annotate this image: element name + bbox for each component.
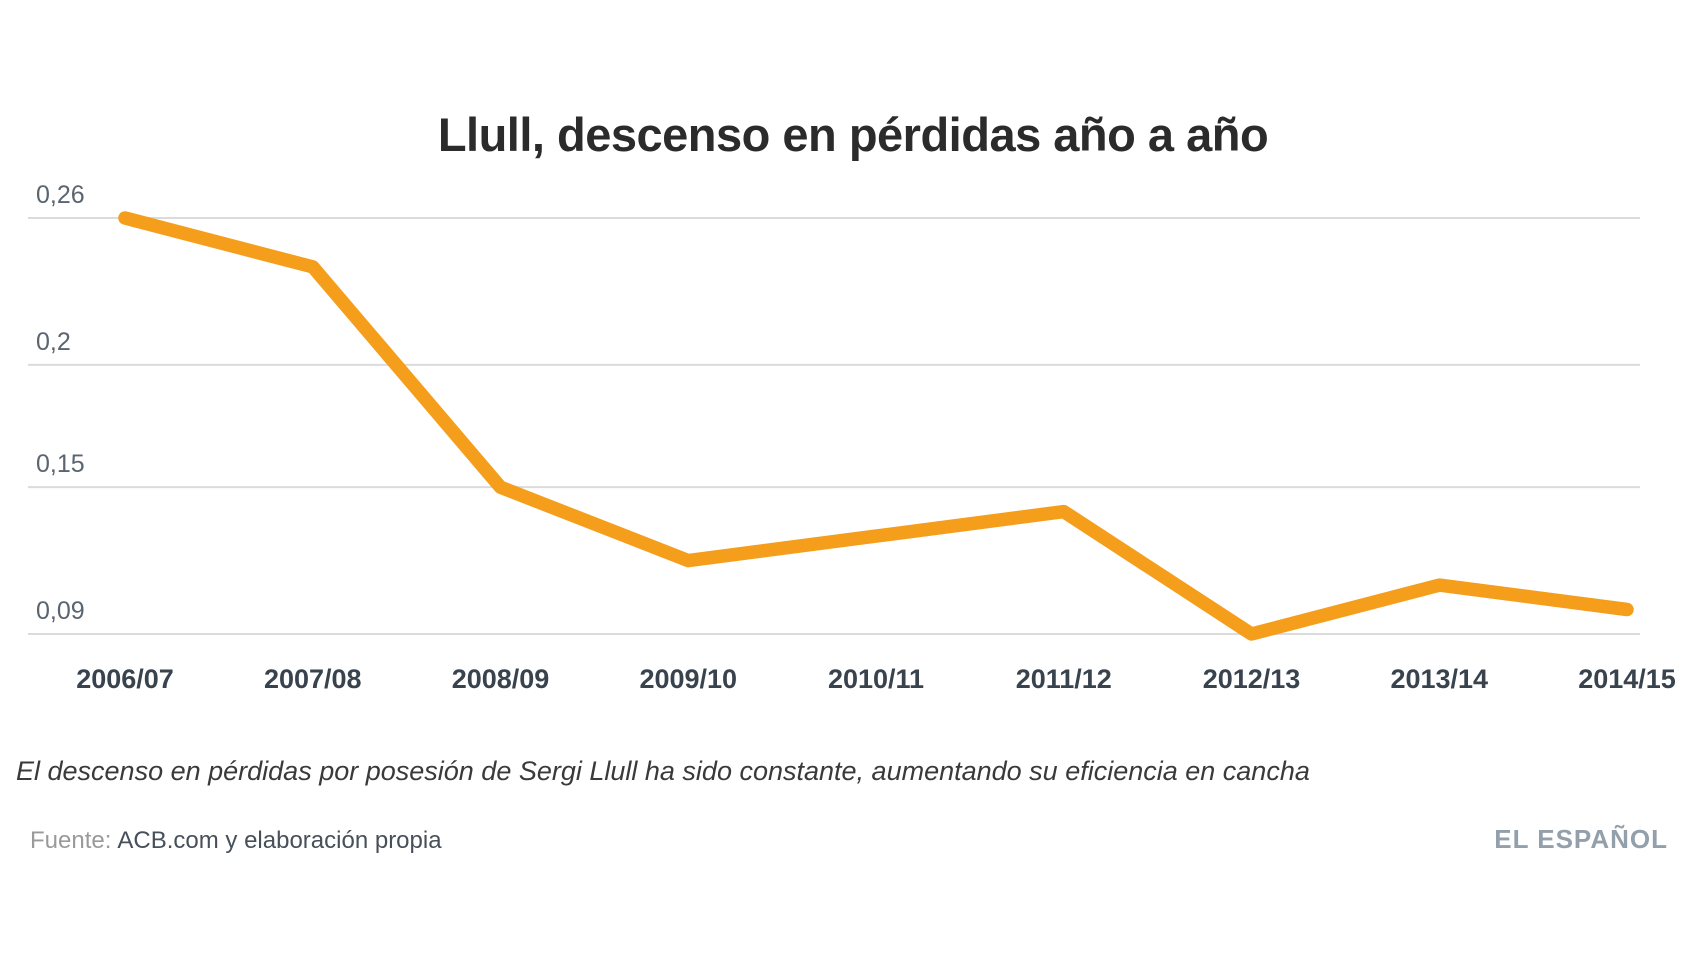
x-axis-tick-label: 2011/12	[1015, 664, 1112, 694]
x-axis-tick-label: 2010/11	[827, 664, 925, 694]
x-axis-tick-label: 2007/08	[263, 664, 362, 694]
chart-canvas	[28, 211, 1640, 641]
y-axis-tick-label: 0,26	[36, 181, 85, 209]
y-axis-tick-label: 0,2	[36, 327, 71, 356]
y-axis-tick-label: 0,09	[36, 596, 85, 625]
chart-caption: El descenso en pérdidas por posesión de …	[16, 756, 1310, 786]
x-axis-tick-label: 2013/14	[1390, 664, 1489, 694]
source-credit: Fuente: ACB.com y elaboración propia	[30, 827, 442, 855]
data-line-perdidas	[118, 211, 1634, 641]
x-axis-tick-label: 2006/07	[76, 664, 174, 694]
x-axis-tick-label: 2012/13	[1202, 664, 1301, 694]
plot-area: 0,26 0,2 0,15 0,09 2006/07 2007/08 2008/09 2009…	[28, 181, 1676, 694]
x-axis-tick-label: 2008/09	[451, 664, 550, 694]
footer-row: Fuente: ACB.com y elaboración propia EL E…	[30, 824, 1668, 855]
y-axis-tick-label: 0,15	[36, 450, 85, 479]
source-value: ACB.com y elaboración propia	[117, 827, 442, 854]
x-axis-tick-label: 2009/10	[639, 664, 738, 694]
source-label: Fuente:	[30, 827, 112, 854]
publisher-logo-text: EL ESPAÑOL	[1494, 824, 1668, 854]
x-axis-tick-label: 2014/15	[1578, 664, 1676, 694]
chart-title: Llull, descenso en pérdidas año a año	[437, 108, 1269, 162]
